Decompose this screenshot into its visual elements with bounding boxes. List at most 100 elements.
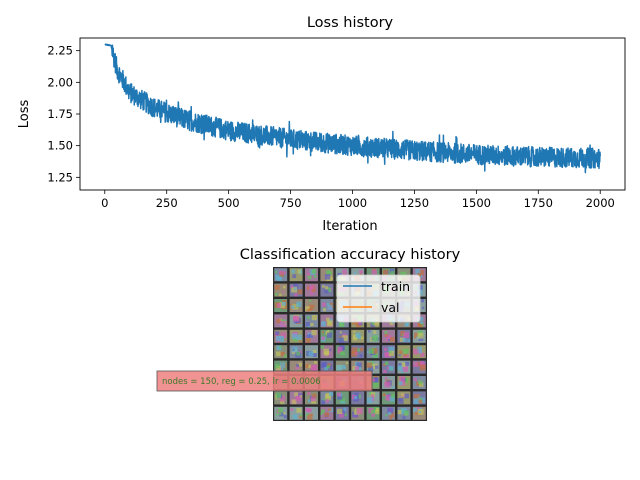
weights-tile-texture — [357, 348, 361, 352]
weights-tile-texture — [354, 392, 359, 398]
weights-tile-texture — [339, 321, 345, 328]
weights-tile-texture — [326, 287, 332, 293]
weights-tile-texture — [343, 407, 346, 410]
weights-tile-texture — [327, 304, 333, 310]
weights-tile-texture — [418, 270, 424, 276]
weights-tile-texture — [372, 378, 376, 382]
weights-tile-texture — [308, 399, 311, 403]
weights-tile-texture — [359, 272, 362, 275]
weights-tile-texture — [308, 351, 314, 357]
weights-tile-texture — [312, 349, 317, 354]
weights-tile-texture — [328, 318, 333, 323]
weights-tile-texture — [401, 370, 404, 373]
weights-tile-texture — [280, 332, 287, 338]
weights-tile-texture — [413, 336, 416, 339]
weights-tile-texture — [368, 330, 371, 333]
weights-tile-texture — [336, 365, 342, 371]
weights-tile-texture — [311, 330, 317, 336]
weights-tile-texture — [299, 415, 303, 419]
weights-tile-texture — [357, 394, 361, 399]
weights-tile-texture — [291, 399, 297, 405]
weights-tile-texture — [419, 324, 423, 328]
weights-tile-texture — [276, 318, 281, 324]
weights-tile-texture — [354, 410, 358, 415]
weights-tile-texture — [283, 285, 286, 289]
weights-tile-texture — [373, 319, 380, 326]
weights-tile-texture — [388, 350, 395, 357]
weights-tile-texture — [389, 268, 395, 273]
weights-tile-texture — [342, 401, 346, 404]
annotation-text: nodes = 150, reg = 0.25, lr = 0.0006 — [162, 377, 321, 387]
weights-tile-texture — [324, 412, 329, 418]
weights-tile-texture — [279, 321, 286, 327]
weights-tile-texture — [371, 413, 375, 417]
weights-tile-texture — [276, 351, 281, 357]
weights-tile-texture — [371, 410, 376, 415]
weights-tile-texture — [275, 336, 282, 342]
weights-tile-texture — [321, 336, 325, 341]
weights-tile-texture — [372, 352, 378, 358]
weights-tile-texture — [306, 309, 310, 312]
weights-tile-texture — [337, 408, 343, 415]
weights-tile-texture — [384, 361, 389, 366]
weights-tile-texture — [388, 412, 395, 418]
weights-tile-texture — [325, 399, 329, 403]
weights-tile-texture — [338, 412, 344, 418]
weights-tile-texture — [403, 348, 409, 355]
weights-tile-texture — [384, 352, 389, 357]
weights-tile-texture — [282, 301, 286, 306]
weights-tile-texture — [312, 353, 317, 358]
weights-tile-texture — [295, 366, 300, 371]
weights-tile-texture — [309, 291, 314, 295]
weights-tile-texture — [308, 286, 313, 291]
weights-tile-texture — [387, 398, 391, 401]
weights-tile-texture — [306, 413, 309, 416]
weights-tile-texture — [388, 339, 391, 342]
weights-tile-texture — [359, 354, 363, 358]
weights-tile-texture — [294, 392, 299, 397]
weights-tile-texture — [321, 362, 327, 369]
loss-y-tick-label: 1.25 — [47, 170, 73, 184]
weights-tile-texture — [325, 392, 331, 399]
weights-tile-texture — [354, 352, 358, 355]
weights-tile-texture — [320, 412, 323, 416]
weights-tile-texture — [371, 394, 375, 398]
weights-tile-texture — [404, 322, 409, 327]
weights-tile-texture — [275, 392, 282, 398]
loss-y-axis-label: Loss — [17, 100, 32, 129]
weights-tile-texture — [413, 377, 417, 382]
weights-tile-texture — [281, 367, 284, 371]
weights-tile-texture — [279, 362, 286, 369]
weights-tile-texture — [388, 412, 392, 416]
weights-tile-texture — [339, 350, 344, 355]
legend-val-label: val — [381, 300, 400, 315]
weights-tile-texture — [351, 351, 357, 357]
weights-tile-texture — [389, 396, 395, 402]
weights-tile-texture — [283, 411, 286, 414]
weights-tile-texture — [342, 352, 346, 356]
weights-tile-texture — [307, 275, 312, 280]
weights-tile-texture — [298, 362, 303, 367]
weights-tile-texture — [385, 394, 392, 401]
weights-tile-texture — [398, 362, 402, 367]
weights-tile-texture — [321, 302, 326, 307]
weights-tile-texture — [368, 348, 375, 354]
loss-x-axis-label: Iteration — [322, 219, 377, 234]
weights-tile-texture — [389, 417, 392, 420]
weights-tile-texture — [422, 306, 425, 309]
accuracy-history-axes: Classification accuracy history train va… — [156, 247, 461, 421]
weights-tile-texture — [292, 348, 295, 351]
weights-tile-texture — [321, 400, 326, 405]
weights-tile-texture — [311, 288, 316, 293]
weights-tile-texture — [277, 276, 282, 281]
weights-tile-texture — [403, 410, 409, 416]
weights-tile-texture — [372, 330, 377, 334]
weights-tile-texture — [321, 331, 324, 334]
weights-tile-texture — [375, 410, 380, 415]
weights-tile-texture — [329, 392, 334, 397]
loss-x-tick-label: 1750 — [524, 196, 553, 210]
weights-tile-texture — [384, 330, 388, 334]
weights-tile-texture — [276, 345, 282, 351]
weights-tile-texture — [299, 340, 302, 343]
weights-tile-texture — [351, 395, 357, 400]
